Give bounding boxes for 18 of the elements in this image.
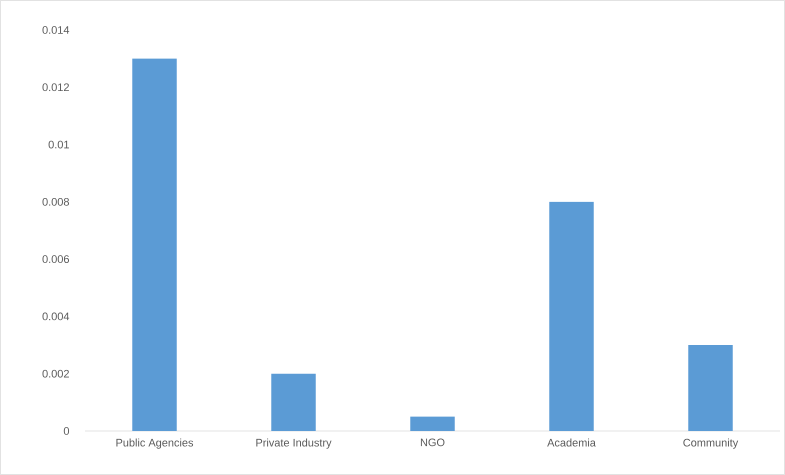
y-tick-label: 0.004: [42, 312, 70, 320]
bar: [549, 202, 594, 431]
y-tick-label: 0.002: [42, 370, 69, 378]
x-tick-label: NGO: [420, 438, 444, 446]
bar: [271, 374, 316, 431]
x-tick-label: Public Agencies: [116, 438, 194, 449]
y-tick-label: 0: [64, 427, 70, 435]
bar: [688, 345, 733, 431]
bar: [410, 416, 455, 431]
bar: [132, 58, 177, 431]
y-tick-label: 0.008: [42, 198, 69, 206]
y-tick-label: 0.014: [42, 26, 70, 34]
y-tick-label: 0.01: [48, 140, 69, 148]
x-tick-label: Private Industry: [256, 438, 332, 449]
x-tick-label: Academia: [547, 438, 596, 447]
y-tick-label: 0.006: [42, 255, 69, 264]
x-tick-label: Community: [683, 438, 738, 449]
y-tick-label: 0.012: [42, 83, 69, 92]
